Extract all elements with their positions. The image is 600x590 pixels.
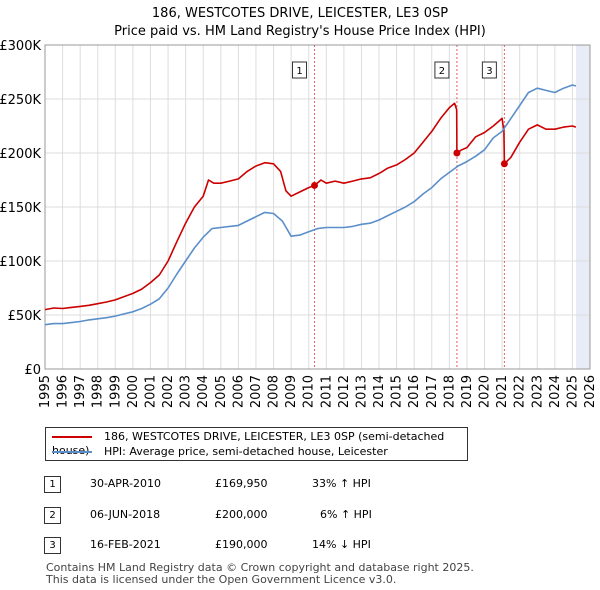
x-tick-label: 2017 <box>425 375 440 408</box>
y-tick-label: £200K <box>0 147 41 162</box>
sale-label-box <box>292 61 308 79</box>
x-tick-label: 2025 <box>565 375 580 408</box>
x-tick-label: 2023 <box>530 375 545 408</box>
transaction-date: 06-JUN-2018 <box>90 508 161 521</box>
x-tick-label: 2015 <box>390 375 405 408</box>
transaction-number: 2 <box>44 507 61 524</box>
plot-border <box>44 44 591 370</box>
transaction-number: 3 <box>44 537 61 554</box>
x-tick-label: 2019 <box>460 375 475 408</box>
x-tick-label: 2014 <box>372 375 387 408</box>
transaction-row: 1 30-APR-2010 £169,950 33% ↑ HPI <box>0 476 600 498</box>
transaction-row: 2 06-JUN-2018 £200,000 6% ↑ HPI <box>0 507 600 529</box>
legend: 186, WESTCOTES DRIVE, LEICESTER, LE3 0SP… <box>45 427 468 461</box>
footer-copyright: Contains HM Land Registry data © Crown c… <box>46 561 474 574</box>
transaction-price: £169,950 <box>215 477 268 490</box>
sale-point <box>453 149 461 157</box>
x-tick-label: 2020 <box>478 375 493 408</box>
x-tick-label: 2001 <box>143 375 158 408</box>
x-tick-label: 2024 <box>548 375 563 408</box>
legend-swatch-hpi <box>52 451 92 453</box>
x-tick-label: 2012 <box>337 375 352 408</box>
y-tick-label: £250K <box>0 93 41 108</box>
y-tick-label: £150K <box>0 201 41 216</box>
transaction-price: £200,000 <box>215 508 268 521</box>
legend-label-hpi: HPI: Average price, semi-detached house,… <box>104 445 388 458</box>
legend-item-property: 186, WESTCOTES DRIVE, LEICESTER, LE3 0SP… <box>52 430 467 457</box>
x-tick-label: 1997 <box>73 375 88 408</box>
x-tick-label: 2009 <box>284 375 299 408</box>
x-tick-label: 2004 <box>196 375 211 408</box>
y-tick-label: £100K <box>0 255 41 270</box>
transaction-date: 16-FEB-2021 <box>90 538 161 551</box>
y-tick-label: £300K <box>0 39 41 54</box>
x-tick-label: 2013 <box>354 375 369 408</box>
y-tick-label: £0 <box>24 363 41 378</box>
footer: Contains HM Land Registry data © Crown c… <box>46 562 474 586</box>
transaction-number: 1 <box>44 476 61 493</box>
x-tick-label: 2021 <box>495 375 510 408</box>
x-tick-label: 2002 <box>161 375 176 408</box>
sale-point <box>500 160 508 168</box>
x-tick-label: 1995 <box>38 375 53 408</box>
footer-license: This data is licensed under the Open Gov… <box>46 573 397 586</box>
x-tick-label: 2011 <box>319 375 334 408</box>
legend-swatch-property <box>52 436 92 438</box>
x-tick-label: 2026 <box>583 375 598 408</box>
chart-subtitle: Price paid vs. HM Land Registry's House … <box>114 24 486 39</box>
x-tick-label: 2010 <box>302 375 317 408</box>
x-tick-label: 1998 <box>91 375 106 408</box>
transaction-date: 30-APR-2010 <box>90 477 162 490</box>
x-tick-label: 2006 <box>231 375 246 408</box>
sale-label-text: 3 <box>486 66 492 77</box>
legend-item-hpi: HPI: Average price, semi-detached house,… <box>52 445 388 459</box>
series-line-property <box>44 102 577 311</box>
x-tick-label: 2022 <box>513 375 528 408</box>
x-tick-label: 2018 <box>442 375 457 408</box>
sale-point <box>311 181 319 189</box>
sale-label-box <box>481 61 497 79</box>
transaction-hpi: 33% ↑ HPI <box>312 477 371 490</box>
sale-label-text: 2 <box>439 66 445 77</box>
transaction-hpi: 14% ↓ HPI <box>312 538 371 551</box>
y-tick-label: £50K <box>8 309 42 324</box>
sale-label-box <box>434 61 450 79</box>
x-tick-label: 2016 <box>407 375 422 408</box>
transaction-price: £190,000 <box>215 538 268 551</box>
transaction-hpi: 6% ↑ HPI <box>320 508 372 521</box>
x-tick-label: 2008 <box>267 375 282 408</box>
transaction-row: 3 16-FEB-2021 £190,000 14% ↓ HPI <box>0 537 600 559</box>
legend-label-property: 186, WESTCOTES DRIVE, LEICESTER, LE3 0SP… <box>52 430 445 457</box>
chart-title: 186, WESTCOTES DRIVE, LEICESTER, LE3 0SP <box>151 6 449 21</box>
sale-label-text: 1 <box>296 66 302 77</box>
x-tick-label: 2007 <box>249 375 264 408</box>
x-tick-label: 2003 <box>179 375 194 408</box>
x-tick-label: 2005 <box>214 375 229 408</box>
series-line-hpi <box>44 84 577 326</box>
x-tick-label: 1999 <box>108 375 123 408</box>
x-tick-label: 1996 <box>56 375 71 408</box>
x-tick-label: 2000 <box>126 375 141 408</box>
